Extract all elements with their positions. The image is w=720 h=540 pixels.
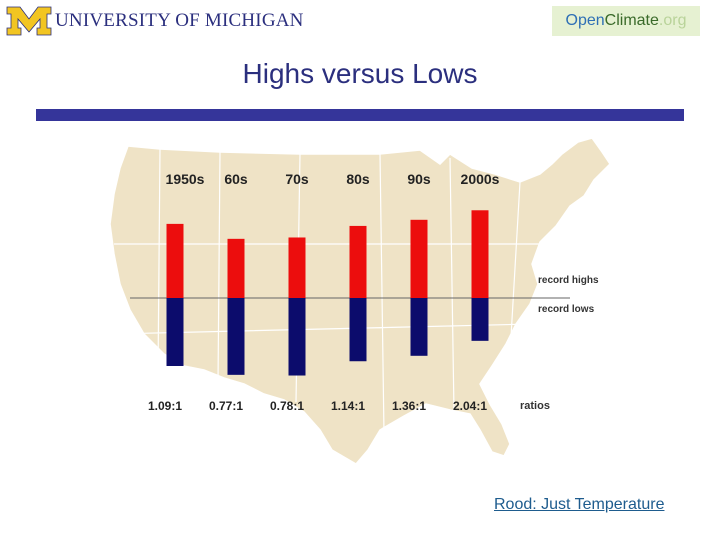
bar-lows-3 [349, 298, 367, 362]
ratio-label-1: 0.77:1 [209, 399, 243, 413]
bar-highs-5 [471, 210, 489, 298]
legend-highs-label: record highs [538, 275, 599, 286]
labels-layer: 1950s 1.09:1 60s 0.77:1 70s 0.78:1 80s 1.14:1 90… [148, 171, 500, 413]
title-divider [36, 109, 684, 121]
ratio-label-0: 1.09:1 [148, 399, 182, 413]
highs-lows-chart: 1950s 1.09:1 60s 0.77:1 70s 0.78:1 80s 1.14:1 90… [109, 137, 611, 465]
category-label-5: 2000s [461, 171, 500, 187]
category-label-2: 70s [285, 171, 309, 187]
bar-lows-0 [166, 298, 184, 366]
block-m-icon [6, 6, 52, 36]
openclimate-logo-open: Open [565, 12, 605, 29]
bar-lows-5 [471, 298, 489, 341]
university-of-michigan-logo: UNIVERSITY OF MICHIGAN [6, 4, 304, 38]
openclimate-logo-climate: Climate [604, 12, 659, 29]
category-label-0: 1950s [166, 171, 205, 187]
footer-link[interactable]: Rood: Just Temperature [494, 496, 665, 513]
category-label-4: 90s [407, 171, 431, 187]
ratio-label-2: 0.78:1 [270, 399, 304, 413]
category-label-1: 60s [224, 171, 248, 187]
bar-highs-1 [227, 238, 245, 298]
bar-highs-4 [410, 219, 428, 298]
bars-layer [166, 210, 489, 376]
university-logo-text: UNIVERSITY OF MICHIGAN [55, 10, 304, 31]
openclimate-logo: OpenClimate.org [552, 6, 700, 36]
category-label-3: 80s [346, 171, 370, 187]
ratio-label-3: 1.14:1 [331, 399, 365, 413]
bar-lows-1 [227, 298, 245, 375]
bar-highs-2 [288, 237, 306, 298]
ratio-label-4: 1.36:1 [392, 399, 426, 413]
bar-highs-0 [166, 223, 184, 298]
openclimate-logo-org: .org [658, 12, 687, 29]
ratio-label-5: 2.04:1 [453, 399, 487, 413]
ratios-label: ratios [520, 400, 550, 412]
legend-lows-label: record lows [538, 304, 595, 315]
slide-title: Highs versus Lows [242, 58, 478, 89]
bar-lows-2 [288, 298, 306, 376]
bar-highs-3 [349, 225, 367, 298]
bar-lows-4 [410, 298, 428, 356]
